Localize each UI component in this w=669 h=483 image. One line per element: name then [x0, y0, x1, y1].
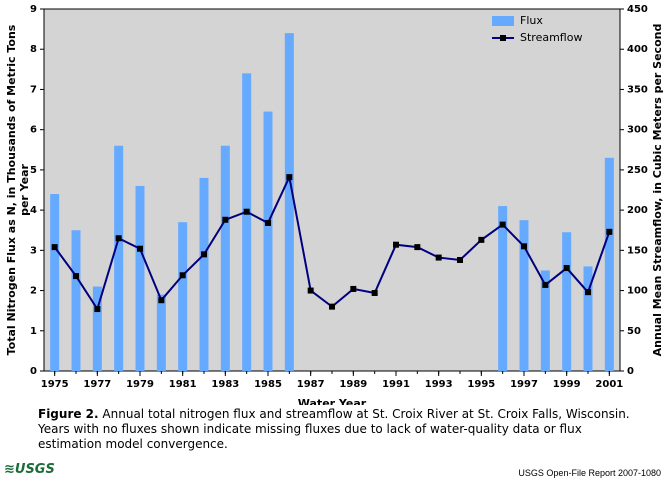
marker — [457, 256, 463, 263]
marker — [329, 303, 335, 310]
chart: 0 1 2 3 4 5 6 7 8 9 0 50 100 150 200 250 300 350 400 450 197… — [5, 4, 664, 405]
marker — [371, 289, 378, 296]
y2-tick-label: 0 — [627, 366, 634, 377]
y2-tick-label: 100 — [627, 286, 648, 297]
bar — [71, 230, 81, 371]
marker — [286, 174, 293, 181]
x-tick-label: 1979 — [126, 379, 154, 390]
marker — [478, 236, 485, 243]
legend-label: Streamflow — [520, 31, 582, 44]
marker — [393, 241, 399, 248]
bar — [284, 33, 294, 372]
bar — [242, 73, 252, 371]
bar — [540, 270, 550, 371]
bar — [178, 222, 188, 371]
marker — [179, 272, 186, 279]
x-tick-label: 1997 — [510, 379, 538, 390]
marker — [222, 216, 229, 223]
y-tick-label: 4 — [30, 205, 37, 216]
bar — [92, 286, 102, 371]
y2-tick-label: 50 — [627, 326, 641, 337]
report-note: USGS Open-File Report 2007-1080 — [518, 468, 661, 478]
x-tick-label: 1993 — [425, 379, 453, 390]
bar — [114, 145, 124, 371]
marker — [350, 285, 357, 292]
marker — [521, 243, 527, 250]
bar — [156, 294, 166, 371]
marker — [563, 265, 570, 272]
y-tick-label: 9 — [30, 4, 37, 15]
legend-swatch — [500, 35, 506, 41]
bar — [220, 145, 230, 371]
x-tick-label: 1999 — [553, 379, 581, 390]
x-tick-label: 1983 — [211, 379, 239, 390]
caption-text: Annual total nitrogen flux and streamflo… — [38, 407, 630, 451]
marker — [606, 228, 613, 235]
y-tick-label: 3 — [30, 245, 37, 256]
bar — [199, 177, 209, 371]
y2-tick-label: 350 — [627, 84, 648, 95]
y-tick-label: 6 — [30, 125, 37, 136]
y-axis-label: Total Nitrogen Flux as N, in Thousands o… — [5, 24, 31, 355]
legend-swatch — [492, 16, 514, 26]
bar — [498, 206, 508, 371]
y-tick-label: 2 — [30, 286, 37, 297]
y-tick-label: 1 — [30, 326, 37, 337]
y2-tick-label: 250 — [627, 165, 648, 176]
marker — [265, 219, 271, 226]
y-tick-label: 5 — [30, 165, 37, 176]
bar — [519, 220, 529, 371]
y2-tick-label: 450 — [627, 4, 648, 15]
plot-background — [43, 8, 621, 372]
x-tick-label: 1995 — [467, 379, 495, 390]
marker — [73, 273, 79, 280]
marker — [435, 254, 442, 261]
y2-tick-label: 200 — [627, 205, 648, 216]
marker — [94, 306, 101, 313]
bar — [583, 266, 593, 371]
y2-tick-label: 150 — [627, 245, 648, 256]
marker — [51, 244, 58, 251]
x-tick-label: 1985 — [254, 379, 282, 390]
y2-tick-label: 300 — [627, 125, 648, 136]
x-tick-label: 1975 — [41, 379, 69, 390]
x-tick-label: 1987 — [297, 379, 325, 390]
marker — [585, 289, 591, 296]
marker — [542, 281, 549, 288]
marker — [115, 235, 122, 242]
bar — [135, 185, 145, 371]
x-tick-label: 1977 — [83, 379, 111, 390]
marker — [414, 244, 421, 251]
x-axis-label: Water Year — [298, 397, 367, 405]
x-tick-label: 2001 — [595, 379, 623, 390]
y-tick-label: 0 — [30, 366, 37, 377]
logo: ≋USGS — [4, 462, 55, 477]
x-tick-label: 1991 — [382, 379, 410, 390]
marker — [201, 251, 207, 258]
caption: Figure 2. Annual total nitrogen flux and… — [38, 407, 638, 452]
x-tick-label: 1989 — [339, 379, 367, 390]
y2-axis-label: Annual Mean Streamflow, in Cubic Meters … — [651, 24, 664, 357]
y-tick-label: 8 — [30, 44, 37, 55]
marker — [137, 245, 143, 252]
marker — [307, 287, 314, 294]
x-tick-label: 1981 — [169, 379, 197, 390]
marker — [158, 297, 165, 304]
marker — [243, 208, 250, 215]
bar — [50, 194, 60, 371]
y2-tick-label: 400 — [627, 44, 648, 55]
bar — [562, 232, 572, 371]
bar — [604, 157, 614, 371]
y-tick-label: 7 — [30, 84, 37, 95]
bar — [263, 111, 273, 372]
legend-label: Flux — [520, 14, 543, 27]
marker — [499, 221, 506, 228]
caption-label: Figure 2. — [38, 407, 99, 421]
